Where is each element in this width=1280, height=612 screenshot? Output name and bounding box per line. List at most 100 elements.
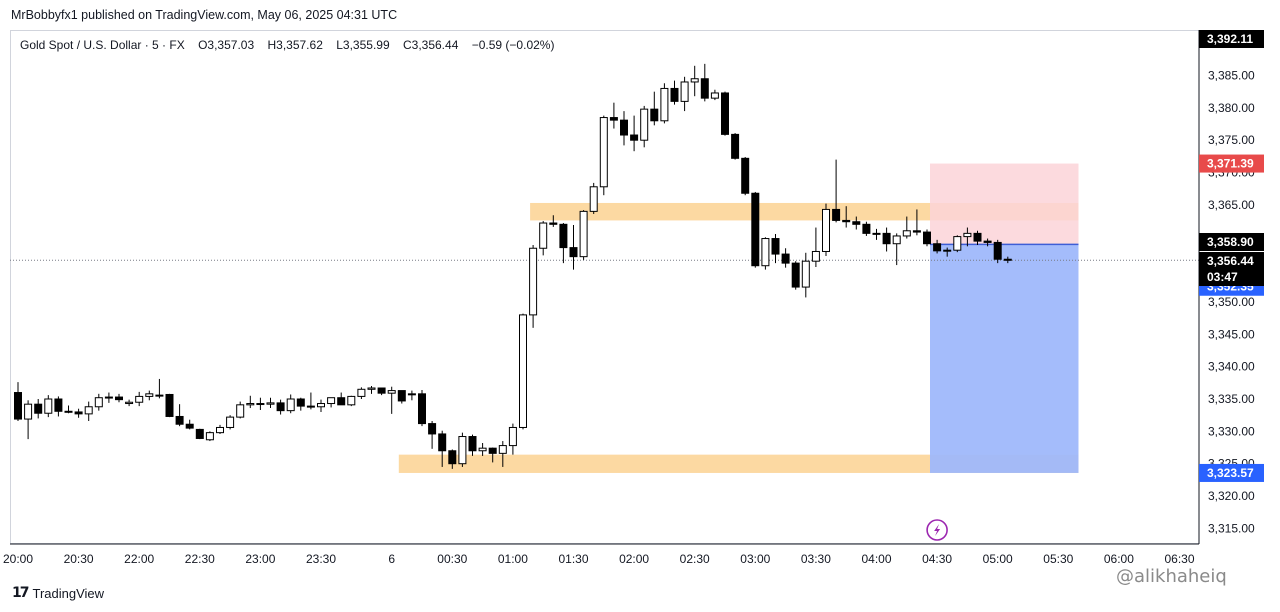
price-badge: 3,323.57 [1199, 463, 1264, 482]
candle [74, 408, 83, 418]
bull-candle-body [286, 398, 295, 412]
bull-candle-body [963, 232, 972, 238]
candle [801, 252, 810, 298]
candle [216, 424, 224, 434]
bear-candle-body [670, 87, 679, 102]
demand-zone-1 [398, 454, 1079, 473]
bear-candle-body [912, 230, 921, 233]
candle [912, 209, 921, 236]
bull-candle-body [498, 445, 507, 454]
candle [933, 239, 942, 254]
candles-layer [14, 63, 1012, 469]
x-tick-label: 03:30 [801, 552, 831, 566]
price-badge: 3,392.11 [1199, 30, 1264, 48]
candle [832, 159, 841, 223]
bull-candle-body [872, 232, 881, 235]
candle [246, 395, 255, 409]
candle [347, 395, 356, 407]
bear-candle-body [407, 393, 416, 396]
bear-candle-body [862, 223, 871, 234]
bear-candle-body [993, 241, 1002, 260]
bear-candle-body [337, 397, 346, 406]
bear-candle-body [488, 447, 497, 454]
bear-candle-body [630, 134, 639, 141]
bear-candle-body [721, 92, 729, 135]
bear-candle-body [741, 157, 750, 194]
price-badge-bg [1199, 233, 1264, 251]
bull-candle-body [519, 314, 527, 428]
candle [508, 423, 517, 455]
candle [488, 447, 497, 463]
y-tick-label: 3,330.00 [1208, 424, 1255, 438]
candle [327, 397, 336, 408]
bear-candle-body [771, 238, 780, 255]
bull-candle-body [347, 395, 356, 406]
bull-candle-body [508, 426, 517, 447]
candle [882, 227, 891, 252]
y-tick-label: 3,315.00 [1208, 521, 1255, 535]
candle [599, 115, 608, 196]
legend-low: L3,355.99 [336, 38, 390, 52]
bull-candle-body [579, 210, 588, 258]
candle [226, 415, 235, 430]
candle [205, 431, 214, 442]
legend-open: O3,357.03 [198, 38, 255, 52]
candle [165, 393, 174, 418]
bear-candle-body [34, 403, 43, 414]
candle [822, 203, 830, 257]
bear-candle-body [569, 247, 578, 258]
candle [125, 399, 134, 407]
candle [943, 247, 952, 257]
bear-candle-body [933, 243, 942, 252]
candle [468, 434, 477, 456]
candle [620, 111, 628, 146]
candle [195, 428, 204, 440]
candle [862, 221, 871, 236]
candle [115, 393, 123, 403]
candle [438, 430, 447, 467]
bear-candle-body [973, 232, 982, 242]
x-tick-label: 04:30 [922, 552, 952, 566]
candle [236, 401, 245, 419]
bull-candle-body [216, 426, 224, 434]
bull-candle-body [266, 402, 275, 405]
candle [135, 391, 144, 407]
x-tick-label: 20:30 [64, 552, 94, 566]
x-tick-label: 06:00 [1104, 552, 1134, 566]
x-tick-label: 22:30 [185, 552, 215, 566]
candle [519, 313, 527, 430]
y-tick-label: 3,335.00 [1208, 392, 1255, 406]
bull-candle-body [387, 390, 396, 394]
tradingview-branding[interactable]: 17 TradingView [12, 585, 104, 601]
bull-candle-body [680, 81, 689, 102]
bear-candle-body [306, 405, 315, 408]
bear-candle-body [14, 392, 22, 420]
bear-candle-body [791, 262, 800, 288]
bear-candle-body [195, 428, 204, 439]
candle [387, 386, 396, 414]
y-tick-label: 3,345.00 [1208, 327, 1255, 341]
price-badge-text: 3,356.44 [1207, 254, 1254, 268]
bear-candle-body [64, 410, 73, 413]
x-tick-label: 04:00 [861, 552, 891, 566]
bear-candle-body [175, 415, 184, 425]
candle [286, 394, 295, 414]
bear-candle-body [155, 394, 164, 397]
price-badge-bg [1199, 154, 1264, 173]
y-tick-label: 3,340.00 [1208, 360, 1255, 374]
y-tick-label: 3,365.00 [1208, 198, 1255, 212]
bear-candle-body [731, 133, 740, 159]
candle [155, 378, 164, 399]
candle [498, 441, 507, 467]
x-tick-label: 23:00 [245, 552, 275, 566]
candle [670, 80, 679, 105]
candle [953, 235, 962, 253]
brand-name: TradingView [32, 585, 105, 601]
candle [761, 237, 770, 270]
candle [660, 83, 669, 124]
bull-candle-body [902, 230, 911, 237]
bull-candle-body [660, 87, 669, 122]
y-tick-label: 3,320.00 [1208, 489, 1255, 503]
candle [337, 392, 346, 406]
